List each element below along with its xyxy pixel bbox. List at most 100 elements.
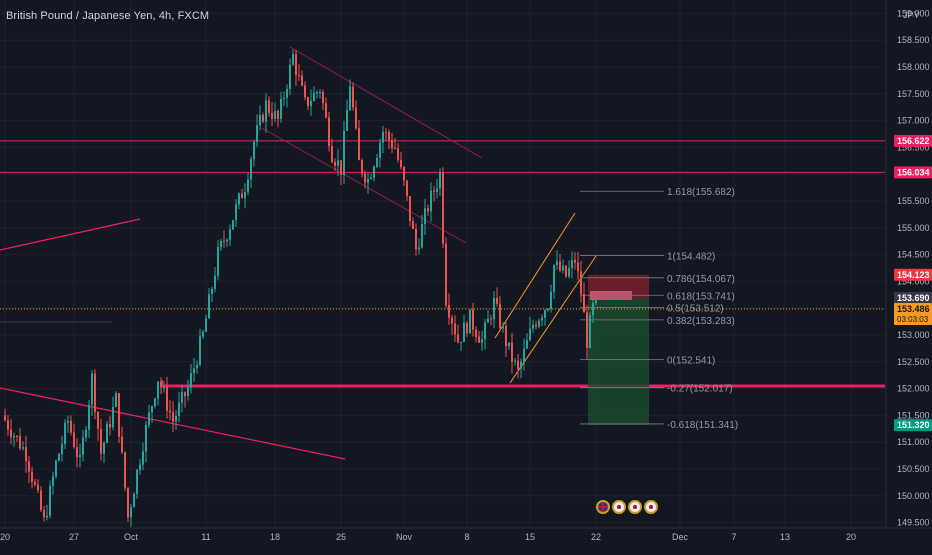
candle-body (523, 348, 525, 362)
rising-channel-top (494, 212, 576, 339)
time-tick-label: Oct (124, 532, 139, 542)
candle-body (37, 484, 39, 491)
candle-body (91, 373, 93, 405)
candle-body (148, 412, 150, 425)
time-tick-label: 20 (846, 532, 856, 542)
candle-body (190, 373, 192, 388)
candle-body (172, 412, 174, 422)
japan-flag-icon-3[interactable] (644, 500, 658, 514)
price-tick-label: 152.500 (897, 357, 930, 367)
candle-body (502, 326, 504, 329)
candle-body (229, 229, 231, 240)
japan-flag-icon[interactable] (612, 500, 626, 514)
candle-body (73, 432, 75, 448)
candle-body (34, 482, 36, 485)
candle-body (493, 297, 495, 320)
candle-body (124, 452, 126, 488)
candle-body (235, 204, 237, 221)
candle-body (547, 308, 549, 311)
candle-body (589, 315, 591, 348)
candle-body (388, 132, 390, 140)
candle-body (586, 312, 588, 348)
time-tick-label: Dec (672, 532, 689, 542)
candle-body (553, 265, 555, 292)
candle-body (592, 302, 594, 316)
candle-body (10, 429, 12, 438)
candle-body (520, 361, 522, 369)
candle-body (157, 381, 159, 399)
candle-body (415, 228, 417, 250)
candle-body (151, 406, 153, 413)
price-badge-text: 154.123 (897, 270, 930, 280)
time-tick-label: 13 (780, 532, 790, 542)
candle-body (88, 404, 90, 430)
price-axis: 149.500 150.000 150.500 151.000 151.500 152.0… (885, 0, 932, 528)
price-tick-label: 155.500 (897, 196, 930, 206)
candle-body (28, 461, 30, 472)
candle-body (514, 360, 516, 362)
candle-body (217, 246, 219, 276)
candle-body (457, 334, 459, 343)
candle-body (160, 381, 162, 388)
candle-body (349, 86, 351, 111)
uk-flag-icon[interactable] (596, 500, 610, 514)
price-badge: 156.622 (894, 134, 932, 147)
price-badge-text: 156.034 (897, 167, 930, 177)
candle-body (490, 318, 492, 320)
candle-body (262, 114, 264, 122)
price-badge-text: 156.622 (897, 136, 930, 146)
candle-body (196, 364, 198, 369)
candle-body (508, 342, 510, 347)
price-tick-label: 151.500 (897, 410, 930, 420)
candle-body (259, 114, 261, 126)
candle-body (70, 420, 72, 433)
fib-label: 0.786(154.067) (667, 274, 735, 285)
candle-body (367, 178, 369, 183)
candle-body (13, 435, 15, 438)
candle-body (205, 318, 207, 332)
candle-body (55, 460, 57, 477)
candle-body (433, 190, 435, 192)
candle-body (382, 132, 384, 143)
candle-body (289, 64, 291, 90)
candle-body (334, 162, 336, 166)
candles (4, 49, 597, 527)
price-tick-label: 156.500 (897, 142, 930, 152)
candle-body (478, 336, 480, 343)
candle-body (430, 190, 432, 212)
price-tick-label: 154.000 (897, 276, 930, 286)
candle-body (448, 305, 450, 318)
candle-body (436, 188, 438, 192)
candle-body (121, 436, 123, 453)
candle-body (145, 424, 147, 452)
time-axis: 20 27 Oct 11 18 25 Nov 8 15 22 Dec 7 13 20 (0, 527, 932, 542)
candle-body (232, 220, 234, 230)
candle-body (133, 494, 135, 508)
channel-top (289, 46, 483, 159)
candle-body (499, 303, 501, 329)
price-badge-bg (894, 292, 932, 305)
candle-body (580, 271, 582, 295)
candle-body (226, 239, 228, 242)
candle-body (538, 320, 540, 327)
candle-body (274, 111, 276, 119)
price-tick-label: 150.500 (897, 464, 930, 474)
candle-body (181, 392, 183, 403)
japan-flag-icon-2[interactable] (628, 500, 642, 514)
candle-body (283, 97, 285, 100)
candle-body (301, 75, 303, 86)
candle-body (454, 323, 456, 335)
candle-body (424, 208, 426, 225)
candle-body (394, 147, 396, 149)
candle-body (115, 393, 117, 408)
candle-body (16, 435, 18, 437)
candle-body (412, 221, 414, 229)
candle-body (82, 437, 84, 455)
candle-body (517, 360, 519, 369)
economic-events[interactable] (596, 500, 658, 520)
drawings-front: 1.618(155.682) 1(154.482) 0.786(154.067) 0.… (0, 187, 885, 431)
candle-body (427, 208, 429, 212)
candle-body (265, 100, 267, 122)
